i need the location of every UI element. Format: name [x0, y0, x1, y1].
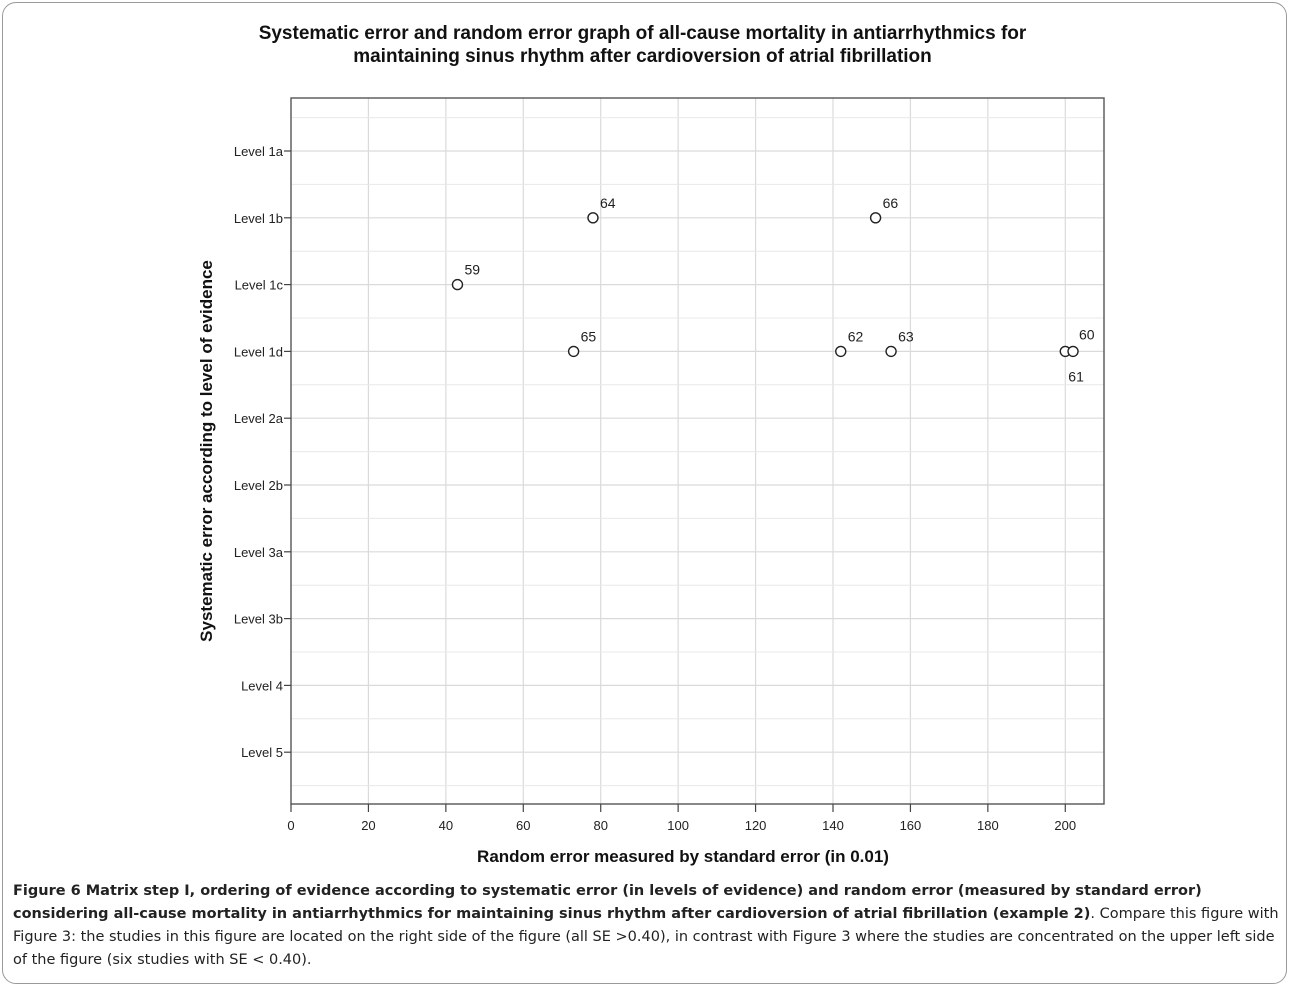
x-tick-label: 20 — [361, 818, 375, 833]
x-tick-label: 180 — [977, 818, 999, 833]
y-tick-label: Level 1d — [234, 344, 283, 359]
x-tick-label: 140 — [822, 818, 844, 833]
data-point — [835, 345, 847, 358]
x-tick-label: 200 — [1054, 818, 1076, 833]
grid-lines — [291, 98, 1104, 804]
x-axis-title: Random error measured by standard error … — [477, 847, 889, 866]
x-tick-label: 60 — [516, 818, 530, 833]
y-tick-label: Level 3a — [234, 545, 284, 560]
x-tick-label: 80 — [593, 818, 607, 833]
x-axis: 0 20 40 60 80 100 120 140 160 180 200 — [287, 804, 1076, 833]
data-point-label: 63 — [898, 328, 914, 344]
data-point-label: 64 — [600, 195, 616, 211]
data-point-label: 62 — [848, 328, 864, 344]
y-tick-label: Level 4 — [241, 678, 283, 693]
y-tick-label: Level 1c — [235, 278, 284, 293]
x-tick-label: 40 — [439, 818, 453, 833]
data-point — [587, 212, 599, 224]
chart-title-line-2: maintaining sinus rhythm after cardiover… — [353, 46, 932, 67]
y-tick-label: Level 5 — [241, 745, 283, 760]
y-axis-title: Systematic error according to level of e… — [197, 260, 216, 642]
y-tick-label: Level 2b — [234, 478, 283, 493]
chart-title-line-1: Systematic error and random error graph … — [258, 23, 1027, 44]
data-point-label: 59 — [464, 262, 480, 278]
data-point-label: 66 — [883, 195, 899, 211]
data-point — [885, 345, 897, 358]
caption-body-text: . Compare this figure with Figure 3: the… — [13, 906, 1279, 968]
y-tick-label: Level 2a — [234, 411, 284, 426]
x-tick-label: 120 — [745, 818, 767, 833]
data-point-label: 65 — [581, 328, 597, 344]
data-points: 64 66 59 65 62 63 61 60 — [451, 195, 1095, 384]
caption-figure-label: Figure 6 — [13, 883, 81, 899]
y-axis: Level 1a Level 1b Level 1c Level 1d Level 2a… — [234, 144, 291, 760]
data-point — [869, 212, 882, 224]
x-tick-label: 160 — [900, 818, 922, 833]
scatter-chart: Level 1a Level 1b Level 1c Level 1d Level 2a… — [197, 97, 1105, 866]
y-tick-label: Level 1a — [234, 144, 284, 159]
caption-bold-text: Matrix step I, ordering of evidence acco… — [13, 883, 1202, 922]
chart-title: Systematic error and random error graph … — [100, 22, 1185, 68]
x-tick-label: 0 — [287, 818, 294, 833]
data-point-label: 60 — [1079, 326, 1095, 342]
y-tick-label: Level 1b — [234, 211, 283, 226]
figure-caption: Figure 6 Matrix step I, ordering of evid… — [13, 880, 1281, 972]
y-tick-label: Level 3b — [234, 612, 283, 627]
plot-area-border — [290, 97, 1105, 805]
data-point-label: 61 — [1068, 368, 1084, 384]
data-point — [567, 345, 580, 358]
data-point — [1067, 345, 1079, 358]
x-tick-label: 100 — [667, 818, 689, 833]
data-point — [451, 278, 464, 291]
